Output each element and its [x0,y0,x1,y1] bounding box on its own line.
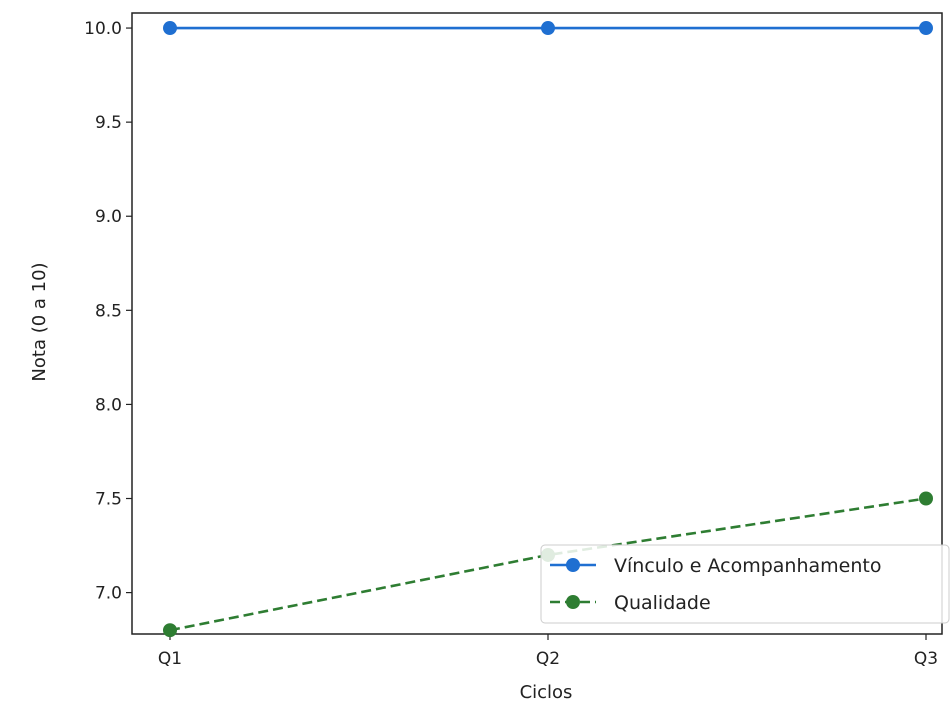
x-tick-label: Q3 [914,649,938,669]
y-tick-label: 9.5 [95,113,122,133]
series-layer [163,21,933,638]
series-line-2 [169,497,927,632]
data-point [163,623,177,638]
x-tick-label: Q2 [536,649,560,669]
data-point [919,491,933,506]
x-tick-label: Q1 [158,649,182,669]
legend-marker [566,595,580,609]
data-point [163,21,177,36]
legend-marker [566,558,580,572]
y-axis-title: Nota (0 a 10) [29,262,50,381]
y-tick-label: 7.0 [95,584,122,604]
data-point [541,21,555,36]
plot-border [131,12,943,635]
y-tick-label: 8.0 [95,395,122,415]
y-axis: 7.0 7.5 8.0 8.5 9.0 9.5 10.0 [84,19,132,604]
y-tick-label: 7.5 [95,490,122,510]
y-tick-label: 10.0 [84,19,122,39]
legend-label: Vínculo e Acompanhamento [614,555,881,577]
y-tick-label: 8.5 [95,301,122,321]
legend-label: Qualidade [614,592,711,614]
data-point [919,21,933,36]
y-tick-label: 9.0 [95,207,122,227]
plot-area [131,12,943,635]
legend-box [540,544,950,624]
x-axis-title: Ciclos [520,682,573,703]
legend: Vínculo e Acompanhamento Qualidade [540,544,950,624]
x-axis: Q1 Q2 Q3 [158,634,938,669]
